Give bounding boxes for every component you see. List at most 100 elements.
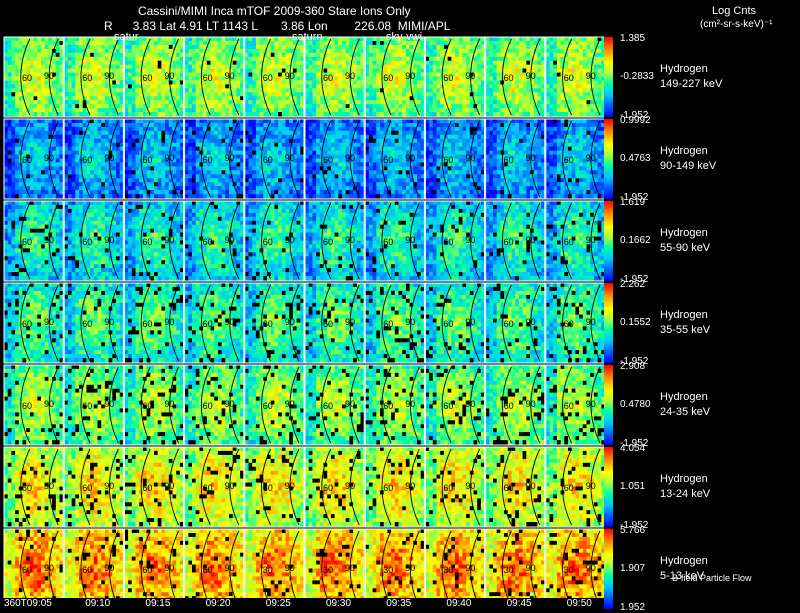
angle-label: 90 xyxy=(405,71,415,81)
field-line-arc xyxy=(261,38,271,116)
angle-label: 90 xyxy=(104,481,114,491)
angle-label: 60 xyxy=(323,319,333,329)
angle-label: 90 xyxy=(465,563,475,573)
field-line-arc xyxy=(590,284,601,362)
field-line-arc xyxy=(140,448,151,526)
field-line-arc xyxy=(140,202,151,280)
angle-label: 60 xyxy=(323,237,333,247)
field-line-arc xyxy=(590,120,601,198)
field-line-arc xyxy=(530,120,541,198)
color-scale-tick: 2.908 xyxy=(620,361,645,372)
field-line-arc xyxy=(321,366,332,444)
angle-label: 90 xyxy=(104,563,114,573)
angle-label: 90 xyxy=(586,399,596,409)
color-scale-tick: 5.766 xyxy=(620,525,645,536)
field-line-arc xyxy=(108,530,119,598)
angle-label: 90 xyxy=(586,153,596,163)
angle-label: 90 xyxy=(345,481,355,491)
field-line-arc xyxy=(409,448,420,526)
angle-label: 90 xyxy=(586,71,596,81)
angle-label: 60 xyxy=(323,73,333,83)
field-line-arc xyxy=(48,120,59,198)
color-scale-tick: -0.2833 xyxy=(620,71,654,82)
field-line-arc xyxy=(381,448,392,526)
field-line-arc xyxy=(441,38,452,116)
panel-energy-label: 55-90 keV xyxy=(660,241,710,255)
field-line-arc xyxy=(48,448,59,526)
field-line-arc xyxy=(441,530,452,598)
panel-energy-label: 90-149 keV xyxy=(660,159,716,173)
field-line-arc xyxy=(80,366,91,444)
angle-label: 60 xyxy=(383,73,393,83)
angle-label: 90 xyxy=(465,153,475,163)
field-line-arc xyxy=(530,284,541,362)
angle-label: 90 xyxy=(164,235,174,245)
field-line-arc xyxy=(349,38,360,116)
angle-label: 90 xyxy=(526,481,536,491)
field-line-arc xyxy=(441,366,452,444)
angle-label: 60 xyxy=(203,483,213,493)
color-scale-tick: 0.1552 xyxy=(620,317,651,328)
color-bar xyxy=(604,119,613,199)
angle-label: 60 xyxy=(203,73,213,83)
panel-row: 60 90 60 90 60 90 60 90 60 90 60 90 60 90 60 90 60 90 60 90 xyxy=(3,36,604,118)
field-line-arc xyxy=(409,366,420,444)
angle-label: 60 xyxy=(82,483,92,493)
color-scale-tick: 1.051 xyxy=(620,481,645,492)
angle-label: 60 xyxy=(564,155,574,165)
field-line-arc xyxy=(108,120,119,198)
field-line-arc xyxy=(321,530,332,598)
time-tick-label: 09:50 xyxy=(567,598,592,609)
angle-label: 90 xyxy=(405,317,415,327)
angle-label: 60 xyxy=(82,319,92,329)
field-line-arc xyxy=(590,202,601,280)
angle-label: 60 xyxy=(82,401,92,411)
color-bar xyxy=(604,37,613,117)
color-bar xyxy=(604,529,613,609)
angle-label: 90 xyxy=(225,235,235,245)
angle-label: 90 xyxy=(285,71,295,81)
angle-label: 90 xyxy=(44,481,54,491)
field-line-arc xyxy=(441,284,452,362)
angle-label: 60 xyxy=(142,483,152,493)
field-line-arc xyxy=(20,366,31,444)
panel-row: 60 90 60 90 60 90 60 90 60 90 60 90 60 90 60 90 60 90 60 90 xyxy=(3,282,604,364)
color-scale-tick: 2.262 xyxy=(620,279,645,290)
field-line-arc xyxy=(530,202,541,280)
panel-species-label: Hydrogen xyxy=(660,144,708,158)
time-tick-label: 360T09:05 xyxy=(4,598,52,609)
field-line-arc xyxy=(169,530,179,598)
angle-label: 60 xyxy=(82,155,92,165)
time-tick-label: 09:20 xyxy=(206,598,231,609)
image-grid: 60 90 60 90 60 90 60 90 60 90 60 90 60 90 60 90 60 90 60 90… xyxy=(3,36,604,598)
angle-label: 60 xyxy=(203,155,213,165)
angle-label: 60 xyxy=(142,319,152,329)
angle-label: 90 xyxy=(345,563,355,573)
field-line-arc xyxy=(20,530,31,598)
time-tick-label: 09:35 xyxy=(386,598,411,609)
field-line-arc xyxy=(140,530,151,598)
field-line-arc xyxy=(501,38,512,116)
field-line-arc xyxy=(20,284,31,362)
angle-label: 60 xyxy=(142,401,152,411)
field-line-arc xyxy=(108,366,119,444)
angle-label: 60 xyxy=(323,401,333,411)
angle-label: 60 xyxy=(22,73,32,83)
color-scale-tick: -1.952 xyxy=(620,274,648,285)
field-line-arc xyxy=(562,448,572,526)
field-line-arc xyxy=(470,284,480,362)
panel-row: 60 90 60 90 60 90 60 90 30 90 30 90 30 90 30 90 30 90 30 90 xyxy=(3,528,604,598)
field-line-arc xyxy=(470,366,480,444)
angle-label: 60 xyxy=(22,319,32,329)
angle-label: 60 xyxy=(82,73,92,83)
color-scale-tick: 1.619 xyxy=(620,197,645,208)
angle-label: 90 xyxy=(164,317,174,327)
panel-row: 60 90 60 90 60 90 60 90 60 90 60 90 60 90 60 90 60 90 60 90 xyxy=(3,446,604,528)
angle-label: 60 xyxy=(504,155,514,165)
field-line-arc xyxy=(169,366,179,444)
field-line-arc xyxy=(48,38,59,116)
field-line-arc xyxy=(108,38,119,116)
angle-label: 60 xyxy=(564,237,574,247)
time-tick-label: 09:10 xyxy=(85,598,110,609)
angle-label: 60 xyxy=(203,401,213,411)
